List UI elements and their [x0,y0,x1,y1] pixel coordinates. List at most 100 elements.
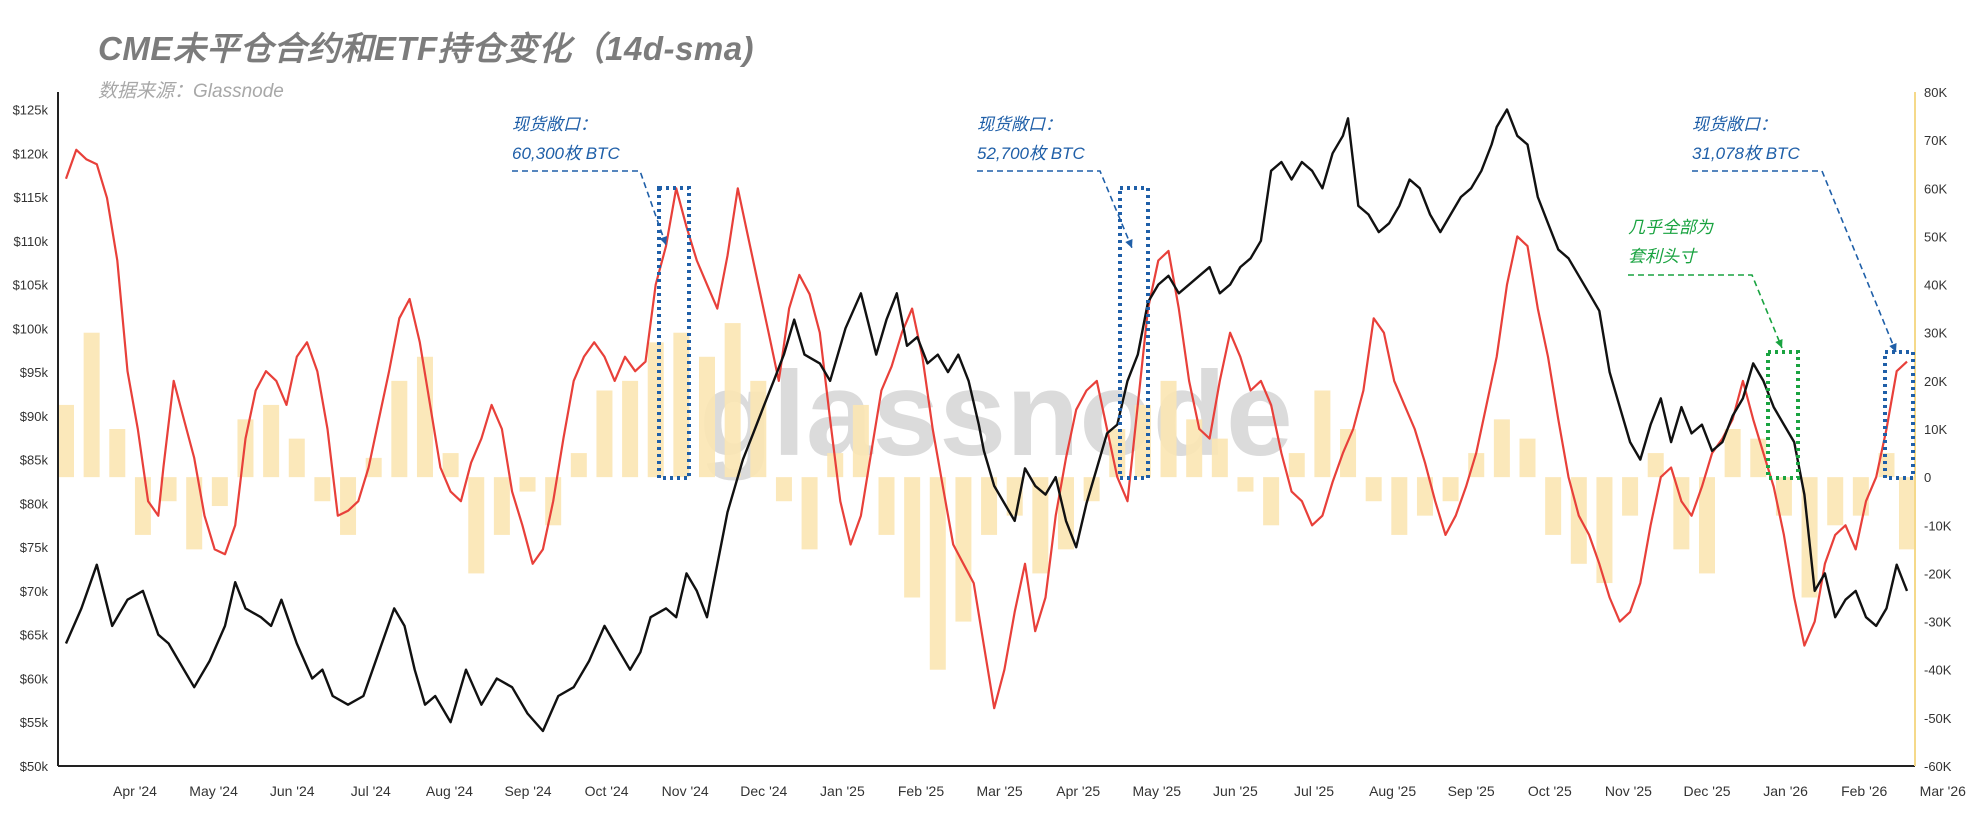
annotation-1: 现货敞口： 60,300枚 BTC [512,110,620,168]
x-tick-label: Sep '24 [504,783,551,799]
x-tick-label: Nov '25 [1605,783,1652,799]
etf-bar-60 [1596,477,1613,584]
x-tick-label: May '25 [1133,783,1182,799]
x-tick-label: Jul '25 [1294,783,1334,799]
etf-bar-56 [1493,419,1510,478]
etf-bar-47 [1263,477,1280,526]
y-right-tick-label: 40K [1924,278,1947,293]
x-tick-label: Nov '24 [662,783,709,799]
highlight-box-2 [1118,186,1150,480]
annotation-2-line1: 现货敞口： [977,115,1062,134]
etf-bar-5 [186,477,203,550]
y-left-tick-label: $115k [14,190,49,205]
x-tick-label: Feb '26 [1841,783,1887,799]
etf-bar-15 [442,453,459,478]
x-tick-label: Mar '26 [1920,783,1966,799]
y-right-tick-label: 60K [1924,181,1947,196]
chart-subtitle: 数据来源：Glassnode [98,81,284,102]
annotation-3-line2: 31,078枚 BTC [1692,144,1800,163]
watermark-text: glassnode [699,347,1293,481]
y-left-tick-label: $55k [20,715,49,730]
leader-line-2-arrowhead [1125,239,1133,248]
y-right-tick-label: -50K [1924,711,1952,726]
etf-bar-46 [1237,477,1254,492]
etf-bar-16 [468,477,485,574]
etf-bar-49 [1314,390,1331,478]
etf-bar-22 [622,380,639,478]
series-line-price [64,108,1909,733]
etf-bar-26 [724,323,741,478]
etf-bar-24 [673,332,690,478]
annotation-3-line1: 现货敞口： [1692,115,1777,134]
etf-bar-45 [1211,438,1228,478]
etf-bar-50 [1340,429,1357,478]
x-tick-label: Sep '25 [1448,783,1495,799]
etf-bar-44 [1186,419,1203,478]
etf-bar-57 [1519,438,1536,478]
chart-title: CME未平仓合约和ETF持仓变化（14d-sma) [98,30,755,67]
y-right-tick-label: -10K [1924,518,1952,533]
etf-bar-21 [596,390,613,478]
annotation-2-line2: 52,700枚 BTC [977,144,1085,163]
leader-line-4 [1628,274,1783,349]
x-tick-label: Jul '24 [351,783,391,799]
annotation-4: 几乎全部为 套利头寸 [1628,213,1713,271]
x-tick-label: Dec '25 [1683,783,1730,799]
y-right-tick-label: -60K [1924,759,1952,774]
y-right-tick-label: -20K [1924,566,1952,581]
etf-bar-71 [1878,453,1895,478]
etf-bar-28 [775,477,792,502]
series-line-cme [64,148,1908,710]
y-right-tick-label: 80K [1924,85,1947,100]
y-left-tick-label: $50k [20,759,49,774]
y-right-tick-label: 0 [1924,470,1931,485]
etf-bar-32 [878,477,895,535]
y-left-tick-label: $70k [20,584,49,599]
etf-bar-33 [904,477,921,598]
etf-bar-8 [263,404,280,478]
leader-line-4-arrowhead [1775,339,1783,348]
leader-line-3 [1692,170,1897,353]
etf-bar-48 [1288,453,1305,478]
annotation-1-line2: 60,300枚 BTC [512,144,620,163]
annotation-4-line2: 套利头寸 [1628,247,1696,266]
x-tick-label: Jun '24 [270,783,315,799]
leader-line-1 [512,170,667,246]
annotation-1-line1: 现货敞口： [512,115,597,134]
y-left-tick-label: $90k [20,409,49,424]
etf-bar-0 [58,404,74,478]
x-tick-label: Jan '26 [1763,783,1808,799]
etf-bar-14 [416,356,433,478]
etf-bar-35 [955,477,972,622]
etf-bar-70 [1852,477,1869,516]
etf-bar-43 [1160,380,1177,478]
etf-bar-36 [981,477,998,535]
y-right-tick-label: 20K [1924,374,1947,389]
x-tick-label: Aug '25 [1369,783,1416,799]
etf-bar-58 [1545,477,1562,535]
etf-bar-51 [1365,477,1382,502]
etf-bar-64 [1699,477,1716,574]
annotation-3: 现货敞口： 31,078枚 BTC [1692,110,1800,168]
etf-bar-7 [237,419,254,478]
etf-bar-1 [83,332,100,478]
etf-bar-63 [1673,477,1690,550]
y-right-tick-label: 30K [1924,326,1947,341]
annotation-2: 现货敞口： 52,700枚 BTC [977,110,1085,168]
x-tick-label: Jan '25 [820,783,865,799]
leader-line-1-arrowhead [659,236,668,245]
etf-bar-13 [391,380,408,478]
etf-bar-52 [1391,477,1408,535]
etf-bar-65 [1724,429,1741,478]
x-tick-label: May '24 [189,783,238,799]
etf-bar-20 [570,453,587,478]
y-left-tick-label: $65k [20,628,49,643]
x-tick-label: Apr '25 [1056,783,1100,799]
y-right-tick-label: 70K [1924,133,1947,148]
annotation-4-line1: 几乎全部为 [1628,218,1713,237]
y-left-tick-label: $120k [13,146,49,161]
leader-line-3-arrowhead [1889,343,1897,352]
etf-bar-67 [1775,477,1792,516]
etf-bar-29 [801,477,818,550]
y-left-tick-label: $105k [13,278,49,293]
